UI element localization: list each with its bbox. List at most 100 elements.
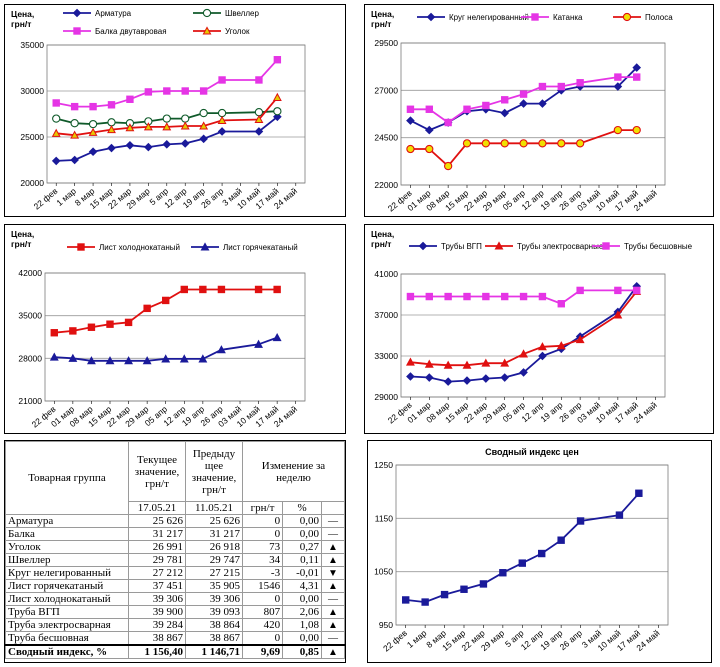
legend-label: Уголок [225, 27, 250, 36]
data-point [69, 327, 77, 335]
chart-panel-pipes: 29000 33000 37000 41000 22 фев 01 мар 08 мар 15… [364, 224, 714, 434]
data-point [463, 105, 471, 113]
data-point [255, 76, 263, 84]
data-point [162, 122, 172, 131]
y-tick-label: 1250 [374, 460, 393, 470]
data-point [87, 323, 96, 331]
y-axis-label: Цена, грн/т [371, 9, 394, 29]
row-change-abs: 9,69 [241, 644, 284, 659]
data-point [440, 590, 449, 599]
data-point [424, 373, 434, 382]
row-name: Швеллер [5, 553, 129, 567]
header-previous: Предыду щее значение, грн/т [185, 441, 243, 502]
data-point [538, 82, 547, 91]
data-point [575, 139, 585, 148]
data-point [125, 140, 135, 150]
data-point [124, 318, 133, 327]
row-change-pct: 0,00 [282, 514, 322, 528]
data-point [405, 357, 415, 366]
row-name: Арматура [5, 514, 129, 528]
data-point [460, 585, 468, 593]
data-point [106, 320, 114, 328]
series-1 [51, 112, 282, 166]
table-row: Балка 31 217 31 217 0 0,00— [5, 527, 345, 541]
legend-label: Балка двутавровая [95, 27, 167, 36]
row-name: Лист горячекатаный [5, 579, 129, 593]
data-point [444, 292, 452, 301]
data-point [519, 349, 529, 358]
series-2 [405, 286, 642, 369]
data-point [273, 56, 282, 64]
data-point [462, 360, 472, 369]
data-point [254, 285, 263, 294]
row-change-pct: 0,00 [282, 631, 322, 646]
series-1 [406, 63, 642, 135]
data-point [199, 134, 208, 144]
data-point [143, 304, 151, 313]
row-current: 31 217 [128, 527, 186, 541]
data-point [575, 334, 585, 344]
legend-entry: Лист горячекатаный [191, 242, 298, 252]
row-change-abs: 0 [241, 631, 284, 646]
row-current: 39 306 [128, 592, 186, 606]
table-total-row: Сводный индекс, % 1 156,40 1 146,71 9,69 0,8… [5, 644, 345, 659]
data-point [124, 356, 134, 365]
legend-marker [72, 8, 82, 18]
data-point [161, 354, 171, 363]
series-2 [49, 332, 282, 365]
y-tick-label: 29000 [374, 392, 398, 402]
data-point [481, 139, 491, 148]
data-point [70, 102, 79, 111]
data-point [519, 368, 528, 377]
data-point [519, 292, 528, 301]
row-trend-icon: ▲ [321, 605, 345, 619]
data-point [70, 130, 80, 139]
data-point [424, 125, 434, 135]
data-point [273, 285, 281, 294]
y-tick-label: 41000 [374, 269, 398, 279]
data-point [199, 285, 207, 294]
legend-marker [494, 241, 504, 250]
x-tick-label: 1 мар [54, 186, 78, 208]
row-name: Балка [5, 527, 129, 541]
legend-entry: Арматура [63, 8, 132, 18]
plot-area [400, 273, 666, 398]
legend-label: Полоса [645, 13, 673, 22]
series-line [410, 129, 637, 168]
row-current: 1 156,40 [128, 644, 186, 659]
data-point [89, 102, 97, 111]
data-point [144, 142, 153, 152]
data-point [613, 82, 623, 91]
x-tick-label: 26 апр [558, 628, 584, 652]
series-line [54, 336, 278, 362]
series-line [56, 96, 279, 137]
legend-marker [622, 12, 632, 22]
data-point [463, 292, 471, 301]
row-trend-icon: ▲ [321, 618, 345, 632]
data-point [556, 341, 566, 350]
series-line [410, 285, 638, 383]
data-point [576, 517, 585, 525]
data-point [538, 549, 546, 558]
data-point [519, 139, 528, 148]
data-point [180, 121, 190, 130]
series-3 [52, 56, 282, 111]
header-change: Изменение за неделю [242, 441, 345, 502]
row-change-abs: 34 [241, 553, 284, 567]
table-row: Арматура 25 626 25 626 0 0,00— [5, 514, 345, 528]
plot-area [44, 272, 306, 402]
legend-entry: Балка двутавровая [63, 27, 167, 36]
data-point [86, 356, 96, 365]
data-point [557, 82, 565, 91]
row-current: 29 781 [128, 553, 186, 567]
row-change-abs: 0 [241, 592, 284, 606]
x-tick-label: 22 фев [381, 628, 409, 654]
legend-marker [426, 12, 436, 22]
data-point [443, 161, 453, 171]
header-unit-abs: грн/т [241, 501, 284, 515]
y-tick-label: 33000 [374, 351, 398, 361]
y-tick-label: 25000 [20, 132, 44, 142]
legend-label: Лист холоднокатаный [99, 243, 180, 252]
